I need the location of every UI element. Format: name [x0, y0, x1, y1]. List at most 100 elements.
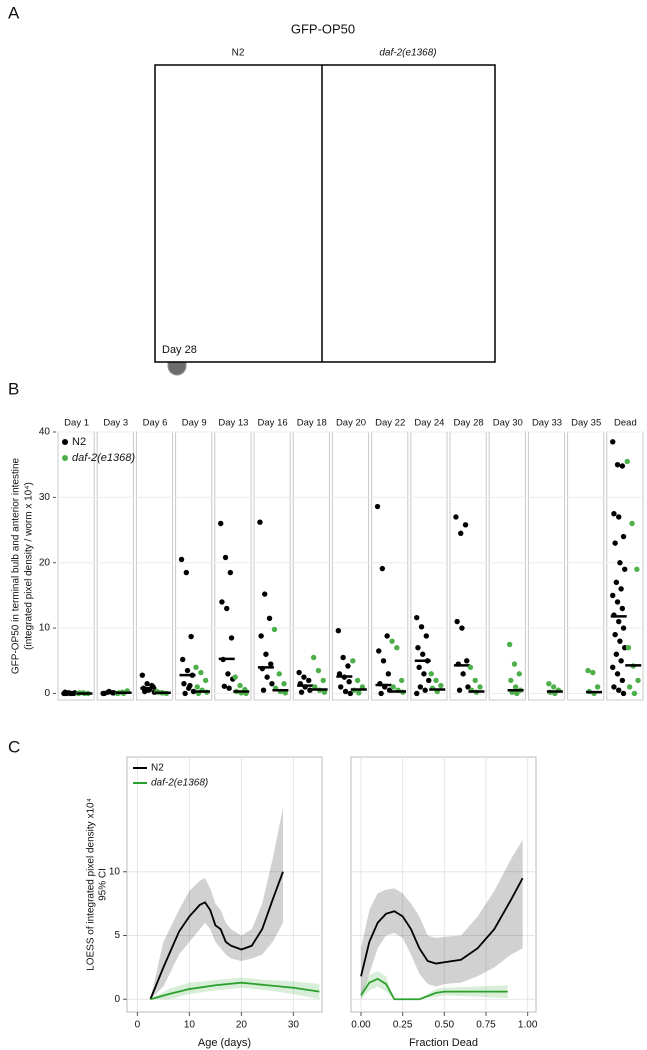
data-point — [178, 556, 185, 563]
data-point — [625, 645, 632, 651]
data-point — [618, 658, 624, 664]
data-point — [227, 569, 234, 576]
facet-label: Day 13 — [218, 418, 248, 429]
confidence-band — [150, 977, 320, 1000]
data-point — [346, 678, 352, 685]
data-point — [433, 677, 439, 684]
data-point — [613, 579, 620, 586]
data-point — [611, 684, 617, 690]
data-point — [394, 645, 400, 651]
plot-area — [126, 756, 323, 1013]
x-tick-label: 1.00 — [518, 1020, 538, 1031]
y-axis-label: GFP-OP50 in terminal bulb and anterior i… — [11, 457, 22, 674]
facet-panel — [488, 431, 526, 701]
data-point — [420, 651, 426, 657]
data-point — [298, 689, 305, 695]
data-point — [181, 680, 187, 687]
data-point — [342, 688, 349, 695]
data-point — [511, 661, 518, 667]
data-point — [464, 658, 470, 664]
data-point — [301, 674, 307, 680]
confidence-band — [150, 808, 283, 1000]
facet-panel — [96, 431, 134, 701]
data-point — [315, 667, 322, 674]
data-point — [182, 690, 188, 697]
data-point — [453, 514, 459, 520]
data-point — [629, 520, 635, 527]
data-point — [472, 677, 478, 684]
data-point — [610, 664, 616, 671]
y-axis-label: (integrated pixel density / worm x 10⁴) — [24, 482, 35, 650]
legend-label: N2 — [151, 763, 164, 774]
data-point — [271, 626, 278, 633]
data-point — [619, 463, 626, 469]
data-point — [422, 687, 428, 693]
data-point — [194, 684, 200, 690]
data-point — [612, 631, 618, 638]
legend-marker — [62, 439, 68, 445]
facet-label: Day 1 — [64, 418, 89, 429]
x-axis-label: Age (days) — [198, 1037, 251, 1049]
panel-a-title: GFP-OP50 — [291, 21, 355, 36]
micrograph — [154, 64, 496, 376]
legend-label: N2 — [72, 436, 86, 448]
facet-label: Day 24 — [414, 418, 444, 429]
loess-line — [149, 871, 284, 1000]
facet-label: Day 33 — [532, 418, 562, 429]
facet-panel — [292, 431, 330, 701]
group-label: daf-2(e1368) — [379, 48, 436, 59]
data-point — [222, 554, 229, 561]
data-point — [263, 651, 269, 657]
data-point — [508, 677, 514, 684]
facet-panel — [371, 431, 409, 701]
data-point — [550, 684, 557, 690]
y-tick-label: 10 — [109, 866, 121, 877]
data-point — [465, 684, 471, 690]
x-tick-label: 30 — [288, 1020, 300, 1031]
facet-label: Day 18 — [297, 418, 327, 429]
facet-panel — [567, 431, 605, 701]
data-point — [456, 687, 463, 693]
data-point — [585, 667, 591, 674]
data-point — [384, 633, 390, 639]
data-point — [190, 688, 197, 695]
x-tick-label: 0.00 — [351, 1020, 371, 1031]
data-point — [514, 690, 520, 697]
data-point — [617, 560, 623, 566]
data-point — [347, 690, 354, 697]
facet-panel — [449, 431, 487, 701]
data-point — [613, 651, 620, 657]
data-point — [610, 592, 616, 599]
data-point — [614, 671, 621, 677]
data-point — [228, 635, 235, 641]
data-point — [417, 684, 424, 690]
data-point — [335, 628, 342, 634]
caption: Day 28 — [162, 344, 197, 356]
data-point — [184, 667, 191, 674]
data-point — [268, 661, 274, 667]
data-point — [634, 566, 640, 572]
facet-panel — [175, 431, 213, 701]
data-point — [276, 671, 282, 677]
data-point — [414, 614, 420, 621]
group-label: N2 — [232, 48, 245, 59]
data-point — [269, 680, 275, 687]
facet-label: Day 30 — [493, 418, 523, 429]
data-point — [202, 677, 209, 684]
data-point — [359, 684, 366, 690]
data-point — [620, 625, 627, 631]
data-point — [378, 690, 384, 697]
data-point — [423, 633, 430, 639]
data-point — [380, 658, 387, 664]
data-point — [506, 641, 513, 648]
data-point — [262, 591, 268, 597]
data-point — [415, 645, 421, 651]
data-point — [345, 663, 351, 669]
data-point — [622, 645, 628, 651]
data-point — [218, 520, 224, 527]
x-tick-label: 0.50 — [435, 1020, 455, 1031]
data-point — [225, 671, 231, 677]
legend-label: daf-2(e1368) — [151, 778, 208, 789]
data-point — [428, 671, 434, 677]
